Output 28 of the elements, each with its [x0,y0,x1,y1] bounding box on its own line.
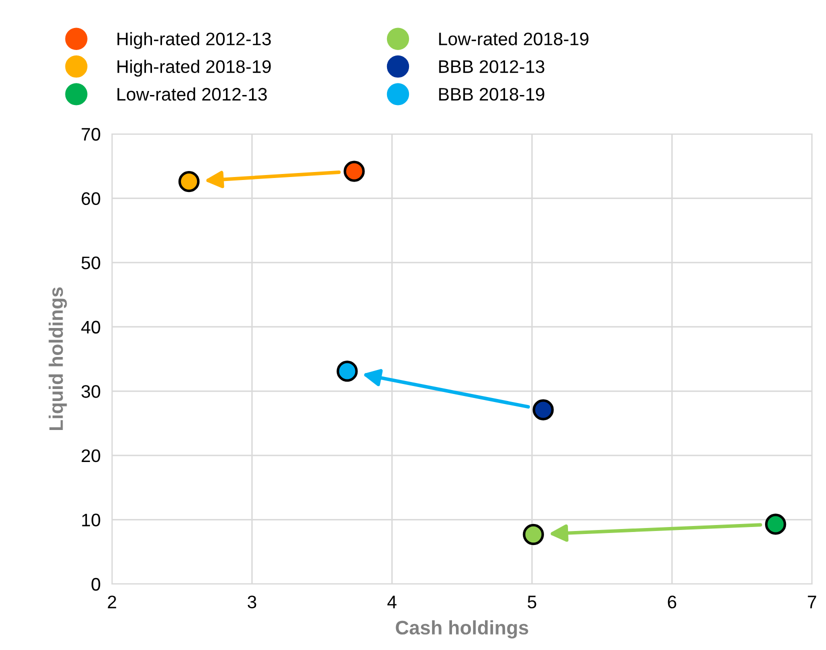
y-axis-title: Liquid holdings [48,287,67,430]
point [344,160,365,182]
y-tick-label: 60 [82,192,100,206]
x-tick-label: 6 [668,596,676,608]
y-tick-label: 0 [92,578,100,591]
x-tick-label: 4 [387,596,396,608]
x-tick-label: 7 [808,596,816,608]
y-tick-label: 70 [82,128,100,141]
legend-label: BBB 2012-13 [439,60,544,74]
point [336,360,358,382]
y-tick-label: 20 [82,449,100,462]
point [765,514,786,535]
x-tick-label: 5 [528,596,536,608]
legend-label: High-rated 2012-13 [118,32,271,49]
legend-label: BBB 2018-19 [439,88,544,101]
legend-label: Low-rated 2018-19 [439,32,588,46]
x-axis-title: Cash holdings [396,620,528,638]
y-tick-label: 40 [81,320,100,334]
x-tick-label: 3 [248,596,256,608]
legend-label: High-rated 2018-19 [118,60,271,77]
legend-label: Low-rated 2012-13 [118,87,267,101]
y-tick-label: 50 [82,256,100,270]
point [178,171,200,192]
point [532,399,554,420]
y-tick-label: 10 [82,514,100,526]
point [522,524,544,546]
x-tick-label: 2 [108,596,116,608]
y-tick-label: 30 [81,385,100,398]
